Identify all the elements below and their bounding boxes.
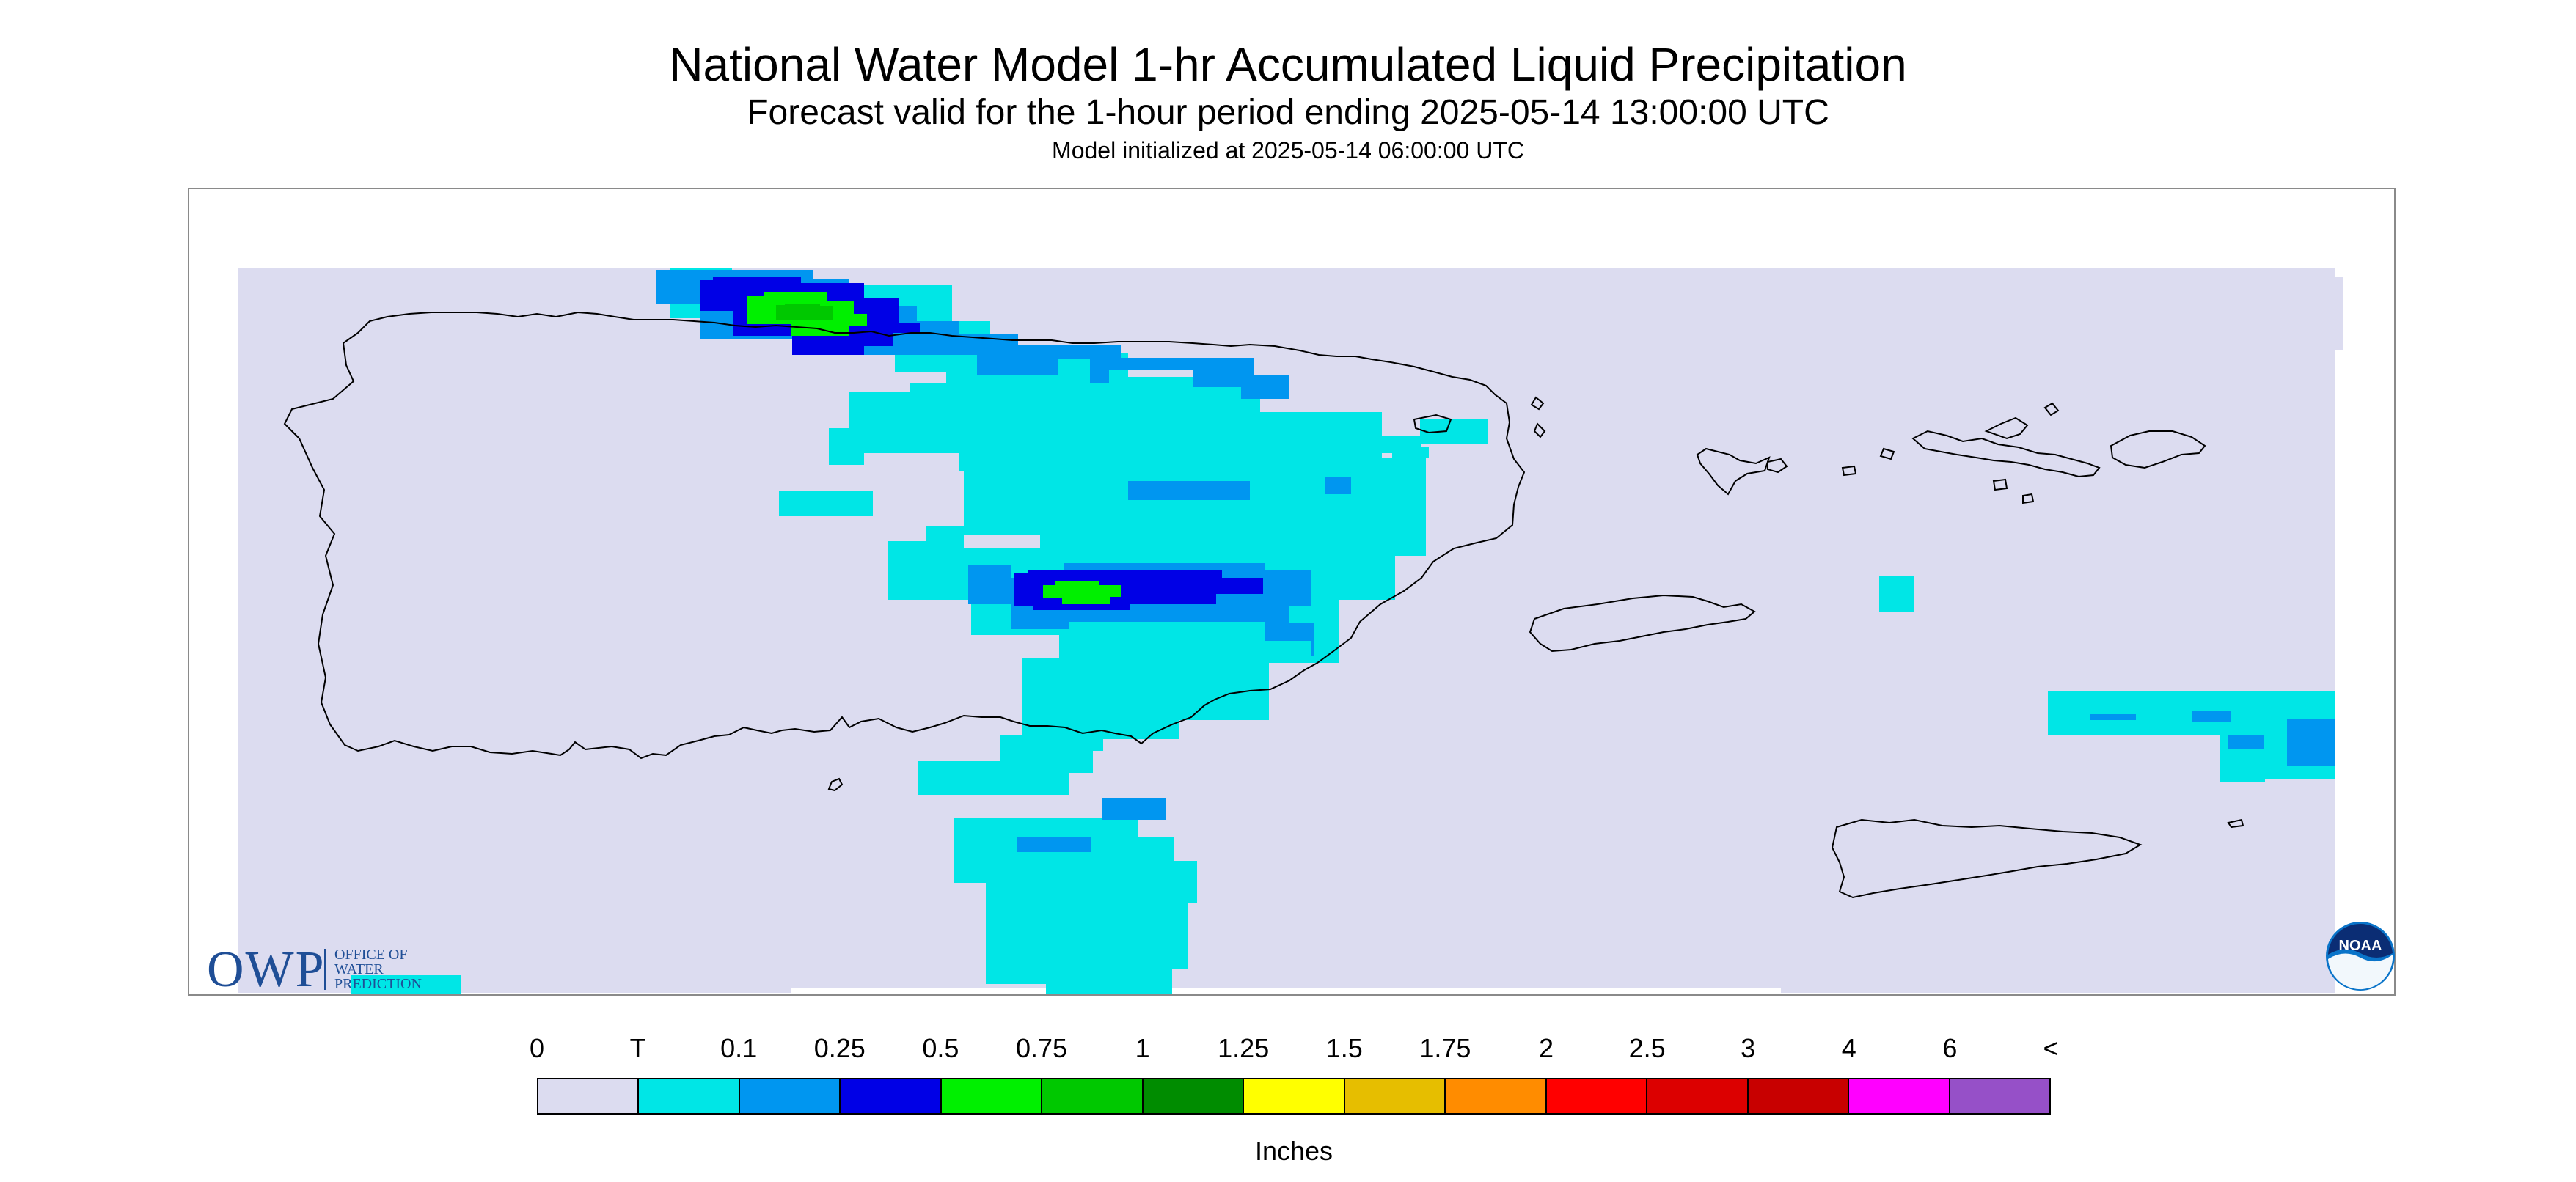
owp-logo-line-2: WATER (334, 961, 384, 977)
legend-tick-label: 2.5 (1628, 1033, 1666, 1063)
map-title: National Water Model 1-hr Accumulated Li… (669, 38, 1907, 91)
model-initialized-note: Model initialized at 2025-05-14 06:00:00… (1052, 137, 1524, 164)
legend-tick-label: < (2043, 1033, 2059, 1063)
legend-tick-label: 4 (1841, 1033, 1856, 1063)
coastlines (283, 311, 2244, 899)
culebra-cay (1767, 458, 1788, 474)
owp-logo-line-1: OFFICE OF (334, 947, 408, 963)
light-area-central-2 (1325, 477, 1351, 494)
culebrita-island (1413, 414, 1452, 434)
legend-tick-label: 0.1 (720, 1033, 758, 1063)
owp-logo-divider (324, 949, 326, 990)
small-island-2 (1533, 422, 1546, 438)
legend-swatch (639, 1079, 740, 1113)
precipitation-map[interactable]: OWP OFFICE OF WATER PREDICTION NOAA (188, 188, 2396, 996)
usvi-small-2 (1992, 478, 2008, 491)
heavy-area-central (1043, 581, 1121, 604)
owp-logo-line-3: PREDICTION (334, 976, 422, 992)
trace-area-south-fill (1027, 717, 1031, 720)
light-area-south (1102, 798, 1166, 820)
usvi-cay (1879, 447, 1895, 460)
trace-area-west (779, 491, 873, 516)
st-thomas-island (1911, 430, 2101, 478)
legend-swatch (1244, 1079, 1345, 1113)
light-area-far-east-2 (2192, 711, 2231, 722)
legend-swatch (538, 1079, 640, 1113)
legend-tick-label: 6 (1942, 1033, 1958, 1063)
legend-colorbar (537, 1078, 2051, 1115)
trace-area-south (1022, 628, 1269, 751)
legend-swatch (1849, 1079, 1950, 1113)
heavier-precip-areas (776, 304, 833, 320)
small-island-1 (1530, 396, 1545, 411)
legend-tick-label: 0 (529, 1033, 545, 1063)
legend-tick-label: 1.5 (1325, 1033, 1363, 1063)
trace-area-south-west-3 (918, 761, 1069, 795)
legend-tick-label: 3 (1741, 1033, 1756, 1063)
legend-swatch (841, 1079, 942, 1113)
legend-tick-label: T (629, 1033, 646, 1063)
legend-swatch (1042, 1079, 1144, 1113)
culebra-island (1696, 447, 1771, 496)
st-john-island (2110, 430, 2206, 469)
trace-area-sw-corner (351, 975, 461, 994)
usvi-small-3 (2022, 493, 2035, 504)
legend-units: Inches (1254, 1136, 1333, 1166)
light-area-far-east-3 (2287, 719, 2335, 766)
legend-swatch (739, 1079, 841, 1113)
no-data-strip (791, 988, 1781, 994)
legend-tick-label: 1 (1135, 1033, 1150, 1063)
vieques-island (1529, 594, 1756, 653)
heavier-area-north (776, 304, 833, 320)
light-area-south-2 (1017, 837, 1091, 852)
zero-precip-region-edge (2335, 277, 2343, 350)
light-area-far-east-4 (2228, 735, 2264, 749)
precip-legend: 0 T 0.1 0.25 0.5 0.75 1 1.25 1.5 1.75 2 2.5 3 4 6 < Inc… (530, 1033, 2059, 1181)
map-canvas (189, 189, 2394, 994)
legend-tick-label: 1.75 (1419, 1033, 1471, 1063)
hans-lollik-island (1984, 416, 2029, 440)
legend-swatch (1647, 1079, 1749, 1113)
noaa-logo: NOAA (2326, 922, 2395, 991)
puerto-rico-coastline (283, 311, 1526, 760)
buck-island (2227, 818, 2244, 829)
legend-tick-label: 2 (1538, 1033, 1554, 1063)
legend-swatch (1143, 1079, 1245, 1113)
legend-tick-label: 1.25 (1218, 1033, 1270, 1063)
legend-swatch (1446, 1079, 1547, 1113)
owp-logo-mark: OWP (207, 941, 326, 998)
trace-area-fill (959, 447, 962, 452)
legend-swatch (1546, 1079, 1648, 1113)
trace-area-far-south (954, 818, 1197, 994)
legend-swatch (1950, 1079, 2050, 1113)
usvi-small-4 (1841, 465, 1857, 477)
legend-swatch (941, 1079, 1043, 1113)
trace-area-east (1420, 419, 1488, 444)
legend-swatch (1748, 1079, 1850, 1113)
owp-logo-text: OFFICE OF WATER PREDICTION (334, 947, 422, 991)
legend-tick-label: 0.5 (922, 1033, 959, 1063)
owp-logo: OWP OFFICE OF WATER PREDICTION (197, 941, 446, 998)
trace-area-vieques-east (1879, 576, 1914, 612)
usvi-small-1 (2043, 402, 2060, 416)
forecast-valid-subtitle: Forecast valid for the 1-hour period end… (747, 93, 1829, 132)
light-area-central-1 (1128, 481, 1250, 500)
caja-de-muertos-island (827, 777, 844, 792)
noaa-logo-text: NOAA (2339, 938, 2382, 954)
st-croix-island (1831, 818, 2143, 899)
zero-precip-region-edge (238, 268, 244, 642)
legend-swatch (1344, 1079, 1446, 1113)
legend-tick-label: 0.25 (813, 1033, 866, 1063)
legend-tick-label: 0.75 (1015, 1033, 1068, 1063)
light-area-far-east-1 (2090, 714, 2136, 720)
